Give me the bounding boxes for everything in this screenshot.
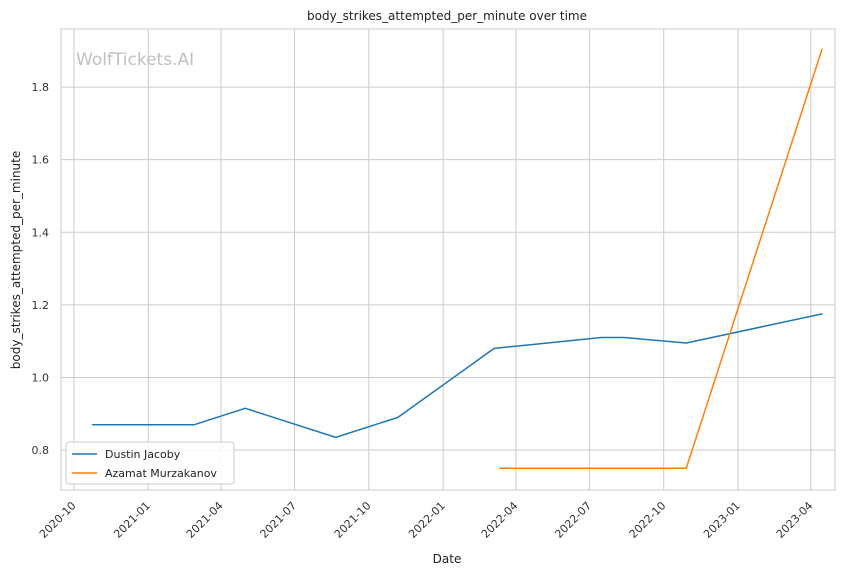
data-point [397, 416, 399, 419]
data-point [499, 467, 501, 469]
x-tick-label: 2023-04 [774, 499, 816, 541]
y-axis-ticks: 0.8 1.0 1.2 1.4 1.6 1.8 [32, 81, 50, 457]
data-point [821, 48, 823, 50]
x-tick-label: 2021-10 [332, 499, 374, 541]
y-tick-label: 1.0 [32, 371, 50, 384]
x-tick-label: 2023-01 [701, 499, 743, 541]
data-point [600, 336, 603, 339]
x-tick-label: 2022-07 [552, 499, 594, 541]
data-point [91, 424, 94, 426]
data-point [493, 347, 495, 350]
legend-box [65, 441, 235, 485]
x-tick-label: 2022-10 [627, 499, 669, 541]
data-point [193, 424, 195, 426]
series-layer [91, 48, 823, 469]
y-tick-label: 1.6 [32, 154, 50, 167]
x-tick-label: 2021-07 [258, 499, 300, 541]
plot-area [60, 28, 836, 491]
data-point [685, 467, 687, 469]
x-axis-ticks: 2020-10 2021-01 2021-04 2021-07 2021-10 2022-… [37, 499, 816, 541]
chart-title: body_strikes_attempted_per_minute over t… [307, 9, 587, 23]
data-point [685, 342, 687, 344]
data-point [821, 313, 823, 315]
grid-lines [61, 29, 835, 490]
y-axis-title: body_strikes_attempted_per_minute [9, 151, 23, 369]
series-line-1 [499, 48, 823, 469]
watermark: WolfTickets.AI [76, 50, 194, 70]
data-point [244, 407, 246, 409]
legend-label: Azamat Murzakanov [105, 467, 217, 480]
data-point [335, 436, 337, 438]
x-tick-label: 2022-04 [479, 499, 521, 541]
x-tick-label: 2021-04 [184, 499, 226, 541]
x-axis-title: Date [433, 552, 462, 566]
data-point [623, 336, 625, 339]
x-tick-label: 2020-10 [37, 499, 79, 541]
series-line-0 [92, 313, 823, 439]
y-tick-label: 1.8 [32, 81, 50, 94]
legend: Dustin Jacoby Azamat Murzakanov [65, 441, 235, 485]
legend-label: Dustin Jacoby [105, 448, 181, 461]
x-tick-label: 2022-01 [406, 499, 448, 541]
y-tick-label: 1.2 [32, 299, 50, 312]
x-tick-label: 2021-01 [111, 499, 153, 541]
y-tick-label: 0.8 [32, 444, 50, 457]
y-tick-label: 1.4 [32, 226, 50, 239]
